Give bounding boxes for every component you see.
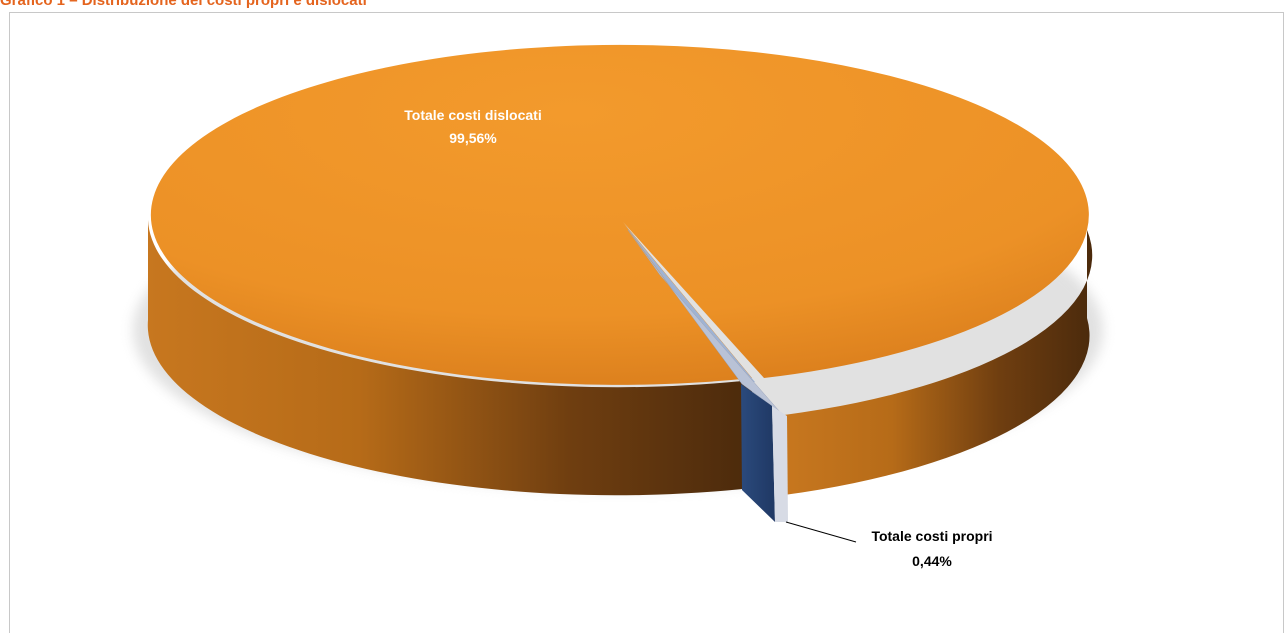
slice-dislocati <box>150 44 1089 385</box>
label-propri-name: Totale costi propri <box>871 528 992 544</box>
figure-title: Grafico 1 – Distribuzione dei costi prop… <box>0 0 367 9</box>
leader-line-propri <box>785 521 857 543</box>
slice-propri-end <box>772 406 788 522</box>
slice-propri-side <box>741 384 775 522</box>
label-dislocati-name: Totale costi dislocati <box>404 107 541 123</box>
slice-side-dislocati <box>147 220 752 496</box>
label-dislocati-value: 99,56% <box>449 130 497 146</box>
slice-side-dislocati-right <box>784 230 1093 495</box>
slice-propri-top <box>625 225 755 384</box>
pie-chart: Totale costi dislocati 99,56% Totale cos… <box>133 44 1103 569</box>
label-propri-value: 0,44% <box>912 553 952 569</box>
